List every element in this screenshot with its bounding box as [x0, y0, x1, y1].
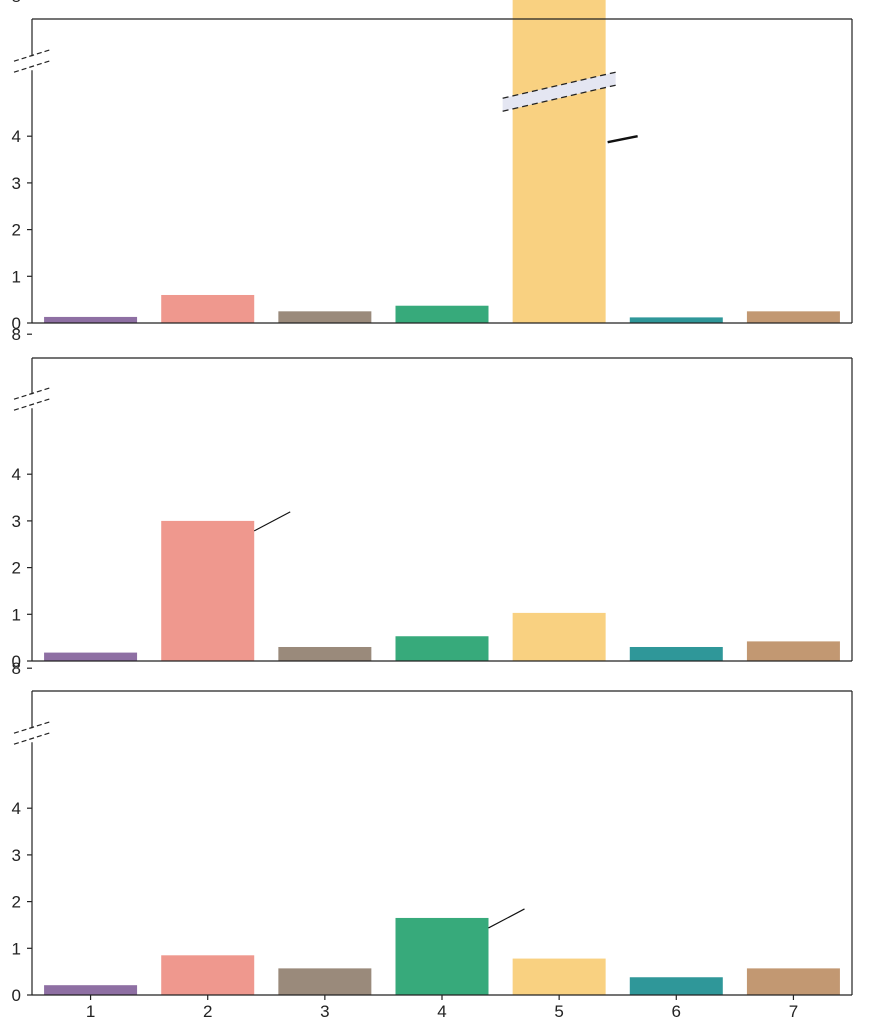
bar-6 [629, 977, 723, 995]
axis-break-mark-lower [13, 59, 53, 73]
y-tick-label: 2 [12, 559, 21, 578]
y-tick-label: 8 [12, 325, 21, 344]
axis-break-mark-upper [13, 720, 53, 734]
y-tick-label: 1 [12, 267, 21, 286]
bar-3 [278, 646, 372, 661]
bar-4 [395, 636, 489, 661]
axis-break-mark-lower [13, 397, 53, 411]
bar-7 [746, 311, 840, 323]
y-tick-label: 8 [12, 659, 21, 678]
y-tick-label: 2 [12, 221, 21, 240]
x-tick-label-1: 1 [86, 1002, 95, 1021]
axis-break-mark-upper [13, 386, 53, 400]
y-tick-label: 1 [12, 939, 21, 958]
bar-3 [278, 968, 372, 995]
x-tick-label-7: 7 [789, 1002, 798, 1021]
y-tick-label: 0 [12, 314, 21, 333]
y-tick-label: 4 [12, 465, 21, 484]
axis-break-mark-lower [13, 731, 53, 745]
bar-6 [629, 317, 723, 323]
bar-2 [161, 294, 255, 323]
y-tick-label: 1 [12, 605, 21, 624]
bar-4 [395, 917, 489, 995]
y-tick-label: 0 [12, 986, 21, 1005]
chart-panel-3: 0 1 2 3 4 8 [12, 659, 853, 1005]
bar-2 [161, 955, 255, 995]
bar-7 [746, 968, 840, 995]
y-tick-label: 3 [12, 174, 21, 193]
y-tick-label: 8 [12, 0, 21, 6]
bar-1 [44, 985, 138, 995]
y-tick-label: 0 [12, 652, 21, 671]
y-tick-label: 3 [12, 846, 21, 865]
x-tick-label-5: 5 [554, 1002, 563, 1021]
chart-panel-1: 0 1 2 3 4 8 [12, 0, 853, 333]
chart-panel-2: 0 1 2 3 4 8 [12, 325, 853, 671]
annotation-pointer [253, 511, 291, 532]
y-tick-label: 4 [12, 799, 21, 818]
bar-1 [44, 316, 138, 323]
chart-panels: 012348012348012348 [12, 0, 853, 1005]
y-tick-label: 3 [12, 512, 21, 531]
x-axis-tick-labels: 1 2 3 4 5 6 7 [86, 995, 798, 1021]
x-tick-label-3: 3 [320, 1002, 329, 1021]
y-tick-label: 4 [12, 127, 21, 146]
bar-break-band [502, 72, 616, 112]
bar-1 [44, 652, 138, 661]
bar-2 [161, 520, 255, 661]
bar-7 [746, 641, 840, 661]
annotation-pointer [607, 134, 638, 144]
bar-4 [395, 305, 489, 323]
annotation-pointer [488, 908, 525, 929]
bar-5 [512, 0, 606, 323]
bar-6 [629, 646, 723, 661]
x-tick-label-2: 2 [203, 1002, 212, 1021]
y-tick-label: 2 [12, 893, 21, 912]
bar-3 [278, 311, 372, 323]
bar-5 [512, 612, 606, 661]
x-tick-label-4: 4 [437, 1002, 446, 1021]
x-tick-label-6: 6 [672, 1002, 681, 1021]
axis-break-mark-upper [13, 48, 53, 62]
bar-5 [512, 958, 606, 995]
